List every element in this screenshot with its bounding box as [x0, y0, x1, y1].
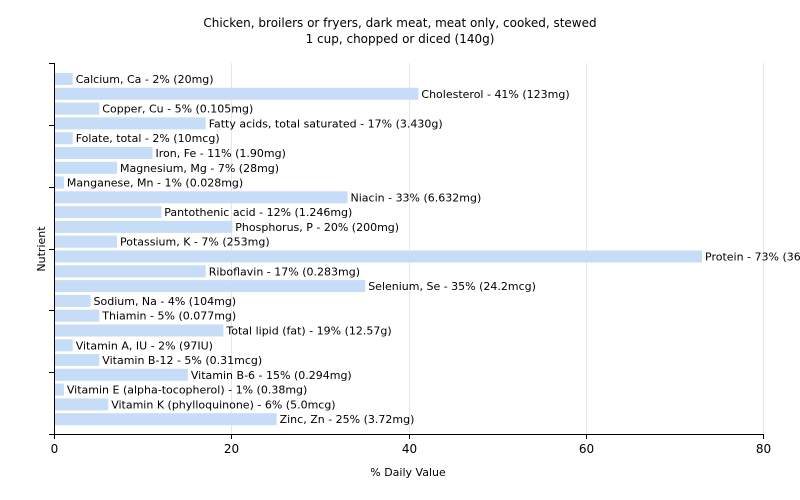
- bar-label: Potassium, K - 7% (253mg): [120, 236, 270, 249]
- bar: [55, 250, 702, 263]
- bar-label: Pantothenic acid - 12% (1.246mg): [164, 206, 352, 219]
- bar-label: Manganese, Mn - 1% (0.028mg): [67, 177, 243, 190]
- bar: [55, 309, 100, 322]
- x-tick-label: 0: [51, 442, 59, 456]
- bar-label: Niacin - 33% (6.632mg): [351, 191, 482, 204]
- bar: [55, 161, 117, 174]
- bar: [55, 132, 73, 145]
- y-axis-label: Nutrient: [35, 226, 48, 272]
- x-tick-label: 20: [224, 442, 239, 456]
- bar-label: Vitamin A, IU - 2% (97IU): [76, 339, 213, 352]
- bar: [55, 383, 64, 396]
- bar: [55, 73, 73, 85]
- chart-subtitle: 1 cup, chopped or diced (140g): [305, 32, 495, 46]
- bar-label: Calcium, Ca - 2% (20mg): [76, 73, 214, 86]
- axes-group: 0 20 40 60 80: [49, 63, 771, 456]
- bar-label: Thiamin - 5% (0.077mg): [101, 310, 236, 323]
- bar: [55, 265, 206, 278]
- bar-label: Vitamin E (alpha-tocopherol) - 1% (0.38m…: [67, 384, 307, 397]
- bar: [55, 294, 91, 307]
- bar-label: Magnesium, Mg - 7% (28mg): [120, 162, 279, 175]
- x-tick-label: 80: [756, 442, 771, 456]
- bar: [55, 339, 73, 352]
- bar: [55, 280, 366, 293]
- bar: [55, 191, 348, 204]
- bar-label: Folate, total - 2% (10mcg): [76, 132, 220, 145]
- bar: [55, 398, 109, 411]
- bar-label: Vitamin B-6 - 15% (0.294mg): [191, 369, 352, 382]
- bar-label: Copper, Cu - 5% (0.105mg): [102, 103, 253, 116]
- chart-title: Chicken, broilers or fryers, dark meat, …: [203, 16, 597, 30]
- bar-label: Phosphorus, P - 20% (200mg): [235, 221, 399, 234]
- x-tick-label: 60: [579, 442, 594, 456]
- bar: [55, 368, 188, 381]
- bars-group: Calcium, Ca - 2% (20mg) Cholesterol - 41%…: [55, 73, 800, 426]
- bar-label: Selenium, Se - 35% (24.2mcg): [368, 280, 536, 293]
- x-tick-label: 40: [402, 442, 417, 456]
- bar: [55, 147, 153, 159]
- grid-lines: [231, 63, 764, 434]
- bar-label: Protein - 73% (36.36g): [705, 251, 800, 264]
- bar: [55, 117, 206, 130]
- bar: [55, 176, 64, 189]
- bar: [55, 206, 162, 219]
- bar: [55, 87, 419, 100]
- chart-title-block: Chicken, broilers or fryers, dark meat, …: [0, 15, 800, 47]
- bar: [55, 102, 100, 115]
- bar: [55, 354, 100, 366]
- bar-label: Vitamin B-12 - 5% (0.31mcg): [102, 354, 262, 367]
- bar-label: Cholesterol - 41% (123mg): [421, 88, 569, 101]
- bar-label: Total lipid (fat) - 19% (12.57g): [225, 325, 391, 338]
- bar: [55, 324, 224, 337]
- bar-label: Sodium, Na - 4% (104mg): [94, 295, 237, 308]
- bar: [55, 235, 117, 248]
- bar-label: Fatty acids, total saturated - 17% (3.43…: [209, 117, 443, 130]
- bar-label: Zinc, Zn - 25% (3.72mg): [280, 413, 415, 426]
- bar-label: Riboflavin - 17% (0.283mg): [209, 265, 360, 278]
- bar: [55, 413, 277, 426]
- bar-label: Vitamin K (phylloquinone) - 6% (5.0mcg): [111, 398, 335, 411]
- x-axis-label: % Daily Value: [370, 466, 446, 479]
- bar-label: Iron, Fe - 11% (1.90mg): [156, 147, 286, 160]
- bar: [55, 220, 233, 233]
